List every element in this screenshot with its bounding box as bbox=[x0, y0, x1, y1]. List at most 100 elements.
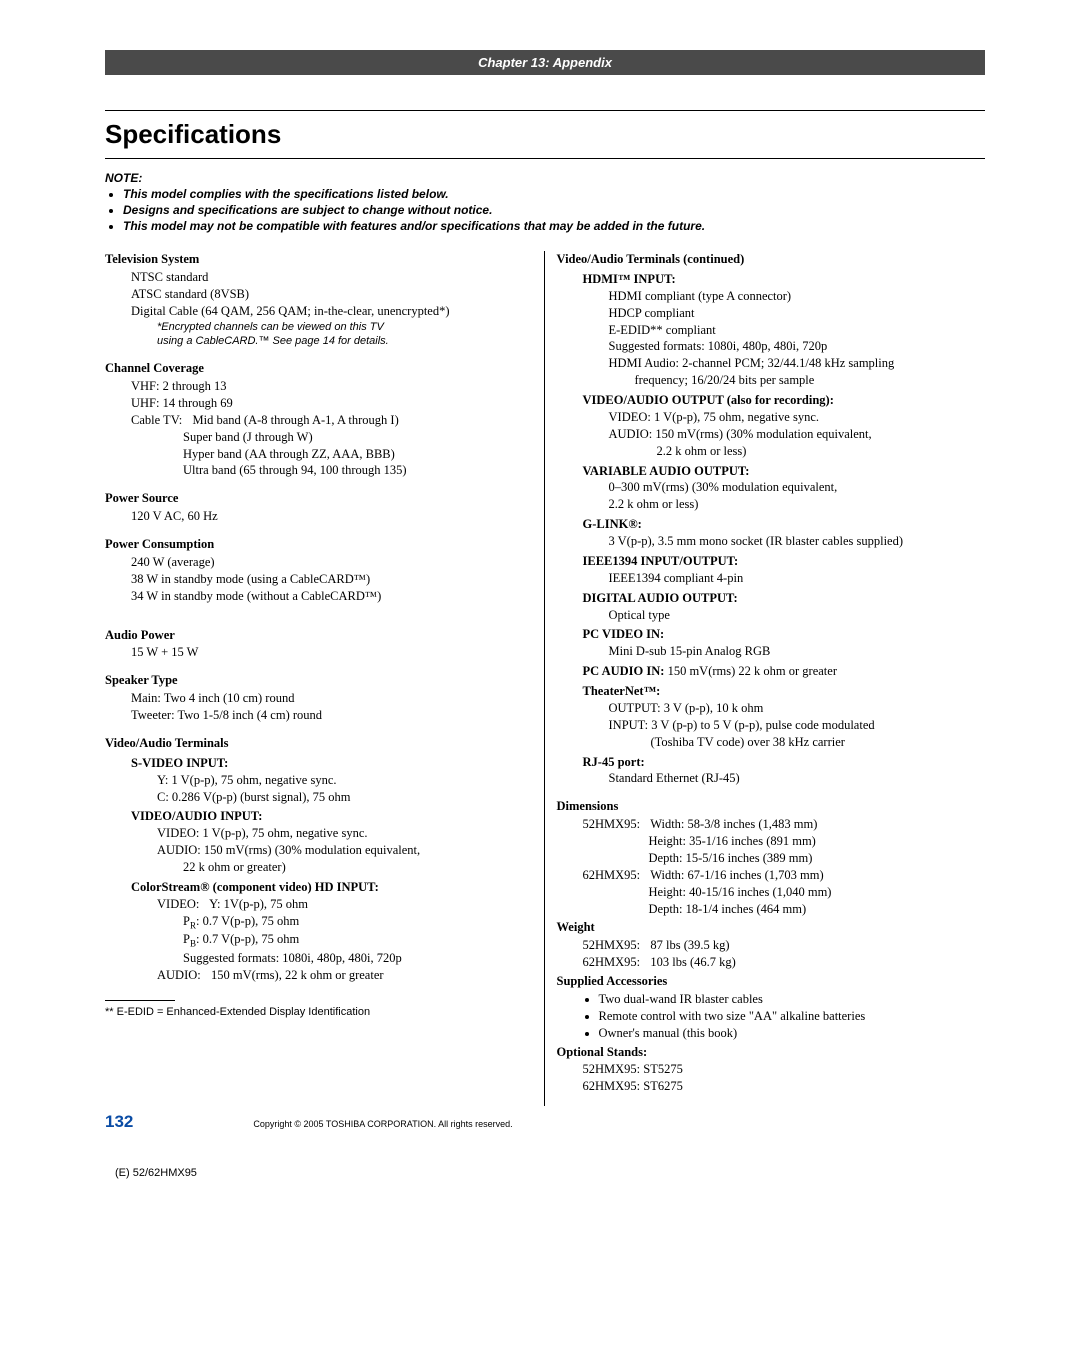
page-title: Specifications bbox=[105, 119, 985, 150]
spec-label: 62HMX95: bbox=[583, 868, 641, 882]
spec-line: Super band (J through W) bbox=[183, 429, 534, 446]
spec-label: VIDEO: bbox=[157, 897, 199, 911]
spec-line: AUDIO: 150 mV(rms), 22 k ohm or greater bbox=[157, 967, 534, 984]
subsection-heading: S-VIDEO INPUT: bbox=[131, 755, 534, 772]
spec-footnote: using a CableCARD.™ See page 14 for deta… bbox=[157, 334, 534, 349]
subsection-heading: VIDEO/AUDIO OUTPUT (also for recording): bbox=[583, 392, 986, 409]
section-heading: Video/Audio Terminals bbox=[105, 735, 534, 752]
accessory-item: Two dual-wand IR blaster cables bbox=[599, 991, 986, 1008]
spec-line: 52HMX95: Width: 58-3/8 inches (1,483 mm) bbox=[583, 816, 986, 833]
spec-line: Height: 35-1/16 inches (891 mm) bbox=[649, 833, 986, 850]
section-heading: Speaker Type bbox=[105, 672, 534, 689]
chapter-header: Chapter 13: Appendix bbox=[105, 50, 985, 75]
subsection-heading: PC VIDEO IN: bbox=[583, 626, 986, 643]
section-heading: Optional Stands: bbox=[557, 1044, 986, 1061]
content-columns: Television System NTSC standard ATSC sta… bbox=[105, 251, 985, 1106]
spec-value: Y: 1V(p-p), 75 ohm bbox=[209, 897, 308, 911]
note-item: Designs and specifications are subject t… bbox=[123, 203, 985, 217]
section-tv-system: Television System NTSC standard ATSC sta… bbox=[105, 251, 534, 349]
right-column: Video/Audio Terminals (continued) HDMI™ … bbox=[544, 251, 986, 1106]
footer-row: 132 Copyright © 2005 TOSHIBA CORPORATION… bbox=[105, 1112, 985, 1132]
subsection-heading: G-LINK®: bbox=[583, 516, 986, 533]
spec-line: 52HMX95: ST5275 bbox=[583, 1061, 986, 1078]
section-channel-coverage: Channel Coverage VHF: 2 through 13 UHF: … bbox=[105, 360, 534, 479]
spec-value: : 0.7 V(p-p), 75 ohm bbox=[196, 914, 299, 928]
section-power-consumption: Power Consumption 240 W (average) 38 W i… bbox=[105, 536, 534, 605]
spec-line: Suggested formats: 1080i, 480p, 480i, 72… bbox=[183, 950, 534, 967]
subsection-heading: HDMI™ INPUT: bbox=[583, 271, 986, 288]
footnote-rule bbox=[105, 1000, 175, 1001]
spec-value: 87 lbs (39.5 kg) bbox=[650, 938, 729, 952]
spec-line: 52HMX95: 87 lbs (39.5 kg) bbox=[583, 937, 986, 954]
spec-line: Y: 1 V(p-p), 75 ohm, negative sync. bbox=[157, 772, 534, 789]
spec-footnote: *Encrypted channels can be viewed on thi… bbox=[157, 320, 534, 335]
spec-value: 103 lbs (46.7 kg) bbox=[650, 955, 735, 969]
divider bbox=[105, 158, 985, 159]
spec-line: frequency; 16/20/24 bits per sample bbox=[635, 372, 986, 389]
spec-line: 2.2 k ohm or less) bbox=[609, 496, 986, 513]
section-terminals-cont: Video/Audio Terminals (continued) HDMI™ … bbox=[557, 251, 986, 787]
note-heading: NOTE: bbox=[105, 171, 985, 185]
spec-line: VIDEO: Y: 1V(p-p), 75 ohm bbox=[157, 896, 534, 913]
spec-line: 120 V AC, 60 Hz bbox=[131, 508, 534, 525]
section-weight: Weight 52HMX95: 87 lbs (39.5 kg) 62HMX95… bbox=[557, 919, 986, 971]
subsection-heading: IEEE1394 INPUT/OUTPUT: bbox=[583, 553, 986, 570]
section-heading: Dimensions bbox=[557, 798, 986, 815]
spec-line: Cable TV: Mid band (A-8 through A-1, A t… bbox=[131, 412, 534, 429]
spec-value: : 0.7 V(p-p), 75 ohm bbox=[196, 932, 299, 946]
note-block: NOTE: This model complies with the speci… bbox=[105, 171, 985, 233]
spec-line: HDCP compliant bbox=[609, 305, 986, 322]
spec-line: 62HMX95: ST6275 bbox=[583, 1078, 986, 1095]
copyright-text: Copyright © 2005 TOSHIBA CORPORATION. Al… bbox=[253, 1119, 512, 1129]
subsection-heading: VIDEO/AUDIO INPUT: bbox=[131, 808, 534, 825]
spec-line: Depth: 15-5/16 inches (389 mm) bbox=[649, 850, 986, 867]
spec-line: VIDEO: 1 V(p-p), 75 ohm, negative sync. bbox=[609, 409, 986, 426]
spec-value: 150 mV(rms), 22 k ohm or greater bbox=[211, 968, 384, 982]
spec-label: 52HMX95: bbox=[583, 817, 641, 831]
accessory-item: Owner's manual (this book) bbox=[599, 1025, 986, 1042]
spec-line: IEEE1394 compliant 4-pin bbox=[609, 570, 986, 587]
subsection-heading: TheaterNet™: bbox=[583, 683, 986, 700]
spec-line: Ultra band (65 through 94, 100 through 1… bbox=[183, 462, 534, 479]
divider bbox=[105, 110, 985, 111]
spec-line: AUDIO: 150 mV(rms) (30% modulation equiv… bbox=[609, 426, 986, 443]
spec-label: AUDIO: bbox=[157, 968, 201, 982]
section-audio-power: Audio Power 15 W + 15 W bbox=[105, 627, 534, 662]
spec-label: 52HMX95: bbox=[583, 938, 641, 952]
subsection-heading: ColorStream® (component video) HD INPUT: bbox=[131, 879, 534, 896]
spec-line: 3 V(p-p), 3.5 mm mono socket (IR blaster… bbox=[609, 533, 986, 550]
spec-line: C: 0.286 V(p-p) (burst signal), 75 ohm bbox=[157, 789, 534, 806]
spec-label: PC AUDIO IN: bbox=[583, 664, 665, 678]
spec-line: E-EDID** compliant bbox=[609, 322, 986, 339]
section-accessories: Supplied Accessories Two dual-wand IR bl… bbox=[557, 973, 986, 1042]
spec-value: Width: 67-1/16 inches (1,703 mm) bbox=[650, 868, 823, 882]
spec-value: P bbox=[183, 932, 190, 946]
section-heading: Weight bbox=[557, 919, 986, 936]
page-number: 132 bbox=[105, 1112, 133, 1132]
section-terminals: Video/Audio Terminals S-VIDEO INPUT: Y: … bbox=[105, 735, 534, 984]
spec-line: VIDEO: 1 V(p-p), 75 ohm, negative sync. bbox=[157, 825, 534, 842]
spec-line: 22 k ohm or greater) bbox=[183, 859, 534, 876]
spec-line: 2.2 k ohm or less) bbox=[657, 443, 986, 460]
spec-line: INPUT: 3 V (p-p) to 5 V (p-p), pulse cod… bbox=[609, 717, 986, 734]
spec-value: 150 mV(rms) 22 k ohm or greater bbox=[664, 664, 837, 678]
spec-line: Hyper band (AA through ZZ, AAA, BBB) bbox=[183, 446, 534, 463]
spec-line: 15 W + 15 W bbox=[131, 644, 534, 661]
subsection-heading: PC AUDIO IN: 150 mV(rms) 22 k ohm or gre… bbox=[583, 663, 986, 680]
spec-line: ATSC standard (8VSB) bbox=[131, 286, 534, 303]
spec-line: HDMI Audio: 2-channel PCM; 32/44.1/48 kH… bbox=[609, 355, 986, 372]
spec-line: PB: 0.7 V(p-p), 75 ohm bbox=[183, 931, 534, 950]
section-dimensions: Dimensions 52HMX95: Width: 58-3/8 inches… bbox=[557, 798, 986, 917]
spec-line: NTSC standard bbox=[131, 269, 534, 286]
section-heading: Power Source bbox=[105, 490, 534, 507]
spec-line: Main: Two 4 inch (10 cm) round bbox=[131, 690, 534, 707]
spec-line: 38 W in standby mode (using a CableCARD™… bbox=[131, 571, 534, 588]
spec-line: Depth: 18-1/4 inches (464 mm) bbox=[649, 901, 986, 918]
subsection-heading: DIGITAL AUDIO OUTPUT: bbox=[583, 590, 986, 607]
section-heading: Supplied Accessories bbox=[557, 973, 986, 990]
spec-line: Tweeter: Two 1-5/8 inch (4 cm) round bbox=[131, 707, 534, 724]
spec-line: 62HMX95: Width: 67-1/16 inches (1,703 mm… bbox=[583, 867, 986, 884]
spec-line: HDMI compliant (type A connector) bbox=[609, 288, 986, 305]
spec-line: Height: 40-15/16 inches (1,040 mm) bbox=[649, 884, 986, 901]
section-speaker-type: Speaker Type Main: Two 4 inch (10 cm) ro… bbox=[105, 672, 534, 724]
